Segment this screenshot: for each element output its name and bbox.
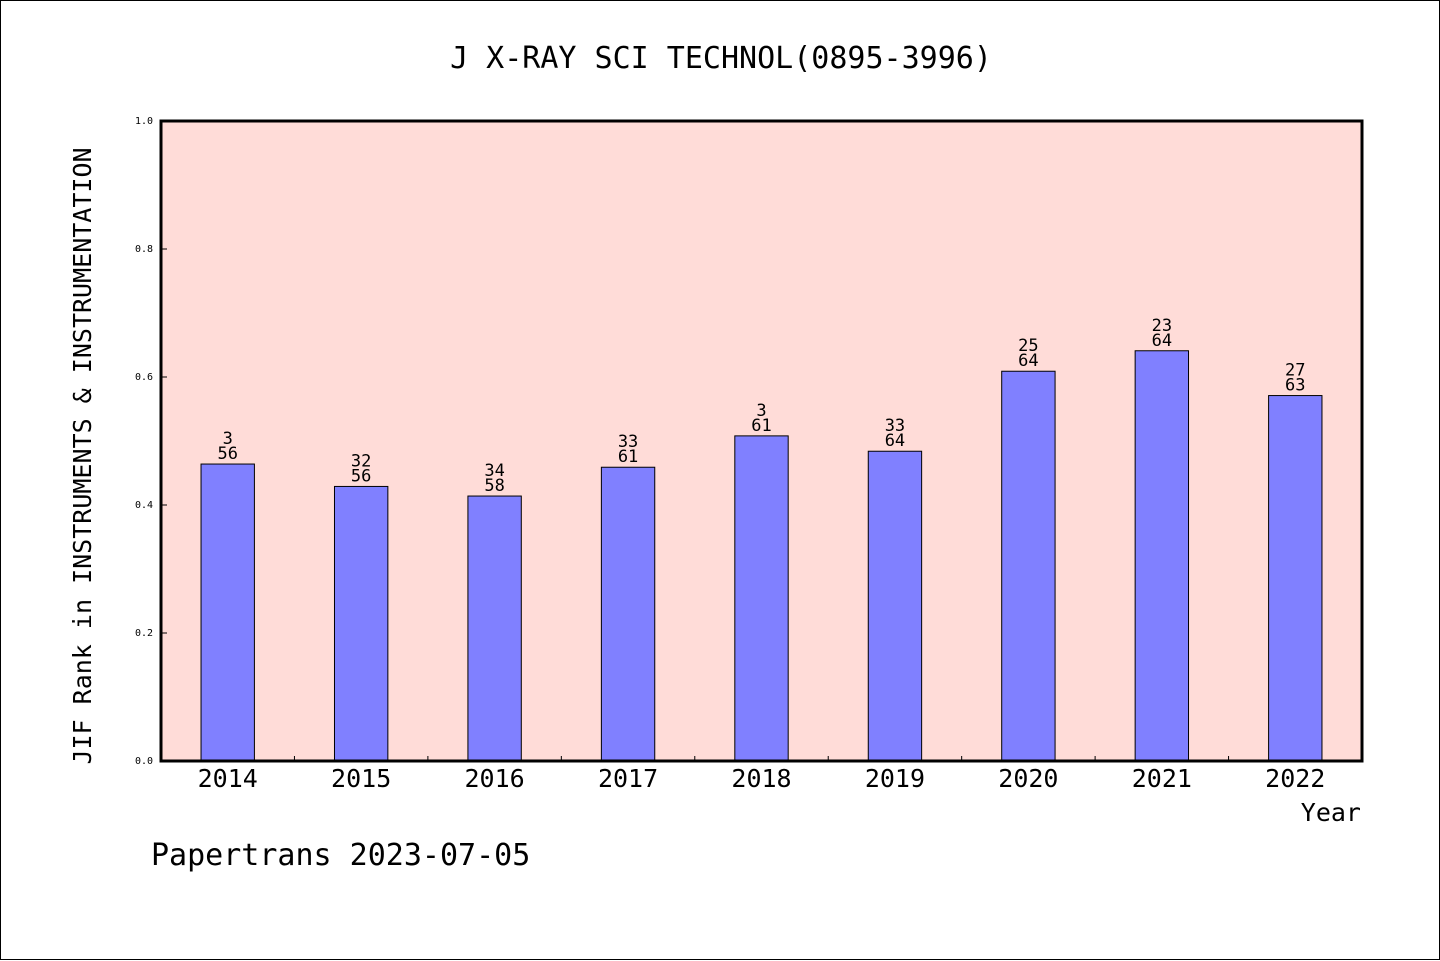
- bar-2014: [200, 463, 255, 762]
- x-tick-label-2022: 2022: [1265, 764, 1325, 793]
- bar-label-bottom-2015: 56: [351, 466, 371, 486]
- y-tick-label-0.4: 0.4: [135, 500, 153, 511]
- bar-label-top-2017: 33: [618, 432, 638, 452]
- y-tick-label-1.0: 1.0: [135, 116, 153, 127]
- bar-label-bottom-2021: 64: [1152, 331, 1172, 351]
- bar-2016: [467, 495, 522, 762]
- bar-label-bottom-2018: 61: [751, 416, 771, 436]
- bar-label-top-2022: 27: [1285, 361, 1305, 381]
- y-tick-label-0.8: 0.8: [135, 244, 153, 255]
- chart-title: J X-RAY SCI TECHNOL(0895-3996): [450, 41, 992, 76]
- x-tick-label-2021: 2021: [1132, 764, 1192, 793]
- footer-credit: Papertrans 2023-07-05: [151, 838, 530, 873]
- bar-label-bottom-2022: 63: [1285, 376, 1305, 396]
- bar-label-top-2019: 33: [885, 416, 905, 436]
- x-tick-label-2019: 2019: [865, 764, 925, 793]
- bar-label-top-2018: 3: [756, 401, 766, 421]
- bar-2019: [867, 450, 923, 762]
- x-tick-label-2017: 2017: [598, 764, 658, 793]
- x-tick-label-2018: 2018: [731, 764, 791, 793]
- x-tick-label-2016: 2016: [465, 764, 525, 793]
- bar-label-top-2020: 25: [1018, 336, 1038, 356]
- x-axis: 2014 2015 2016 2017 2018 2019 2020 2021 2022: [198, 756, 1325, 793]
- y-tick-label-0.2: 0.2: [135, 628, 153, 639]
- bar-label-top-2016: 34: [484, 461, 504, 481]
- x-axis-label: Year: [1301, 798, 1361, 827]
- y-tick-label-0.6: 0.6: [135, 372, 153, 383]
- bar-label-bottom-2014: 56: [217, 444, 237, 464]
- y-tick-label-0.0: 0.0: [135, 756, 153, 767]
- x-tick-label-2015: 2015: [331, 764, 391, 793]
- x-tick-label-2014: 2014: [198, 764, 258, 793]
- bar-2018: [734, 435, 789, 762]
- bar-2020: [1001, 370, 1056, 762]
- bar-label-top-2015: 32: [351, 451, 371, 471]
- bar-label-bottom-2020: 64: [1018, 351, 1038, 371]
- bar-2015: [333, 485, 389, 762]
- plot-border: [159, 119, 1364, 763]
- bar-label-top-2021: 23: [1152, 316, 1172, 336]
- bars-group: [200, 350, 1323, 762]
- bar-label-bottom-2017: 61: [618, 447, 638, 467]
- bar-label-bottom-2019: 64: [885, 431, 905, 451]
- x-tick-label-2020: 2020: [998, 764, 1058, 793]
- bar-label-bottom-2016: 58: [484, 476, 504, 496]
- bar-label-top-2014: 3: [223, 429, 233, 449]
- y-axis-label: JIF Rank in INSTRUMENTS & INSTRUMENTATIO…: [68, 147, 97, 764]
- bar-2022: [1268, 395, 1323, 762]
- bar-2021: [1134, 350, 1190, 762]
- bar-2017: [600, 466, 656, 762]
